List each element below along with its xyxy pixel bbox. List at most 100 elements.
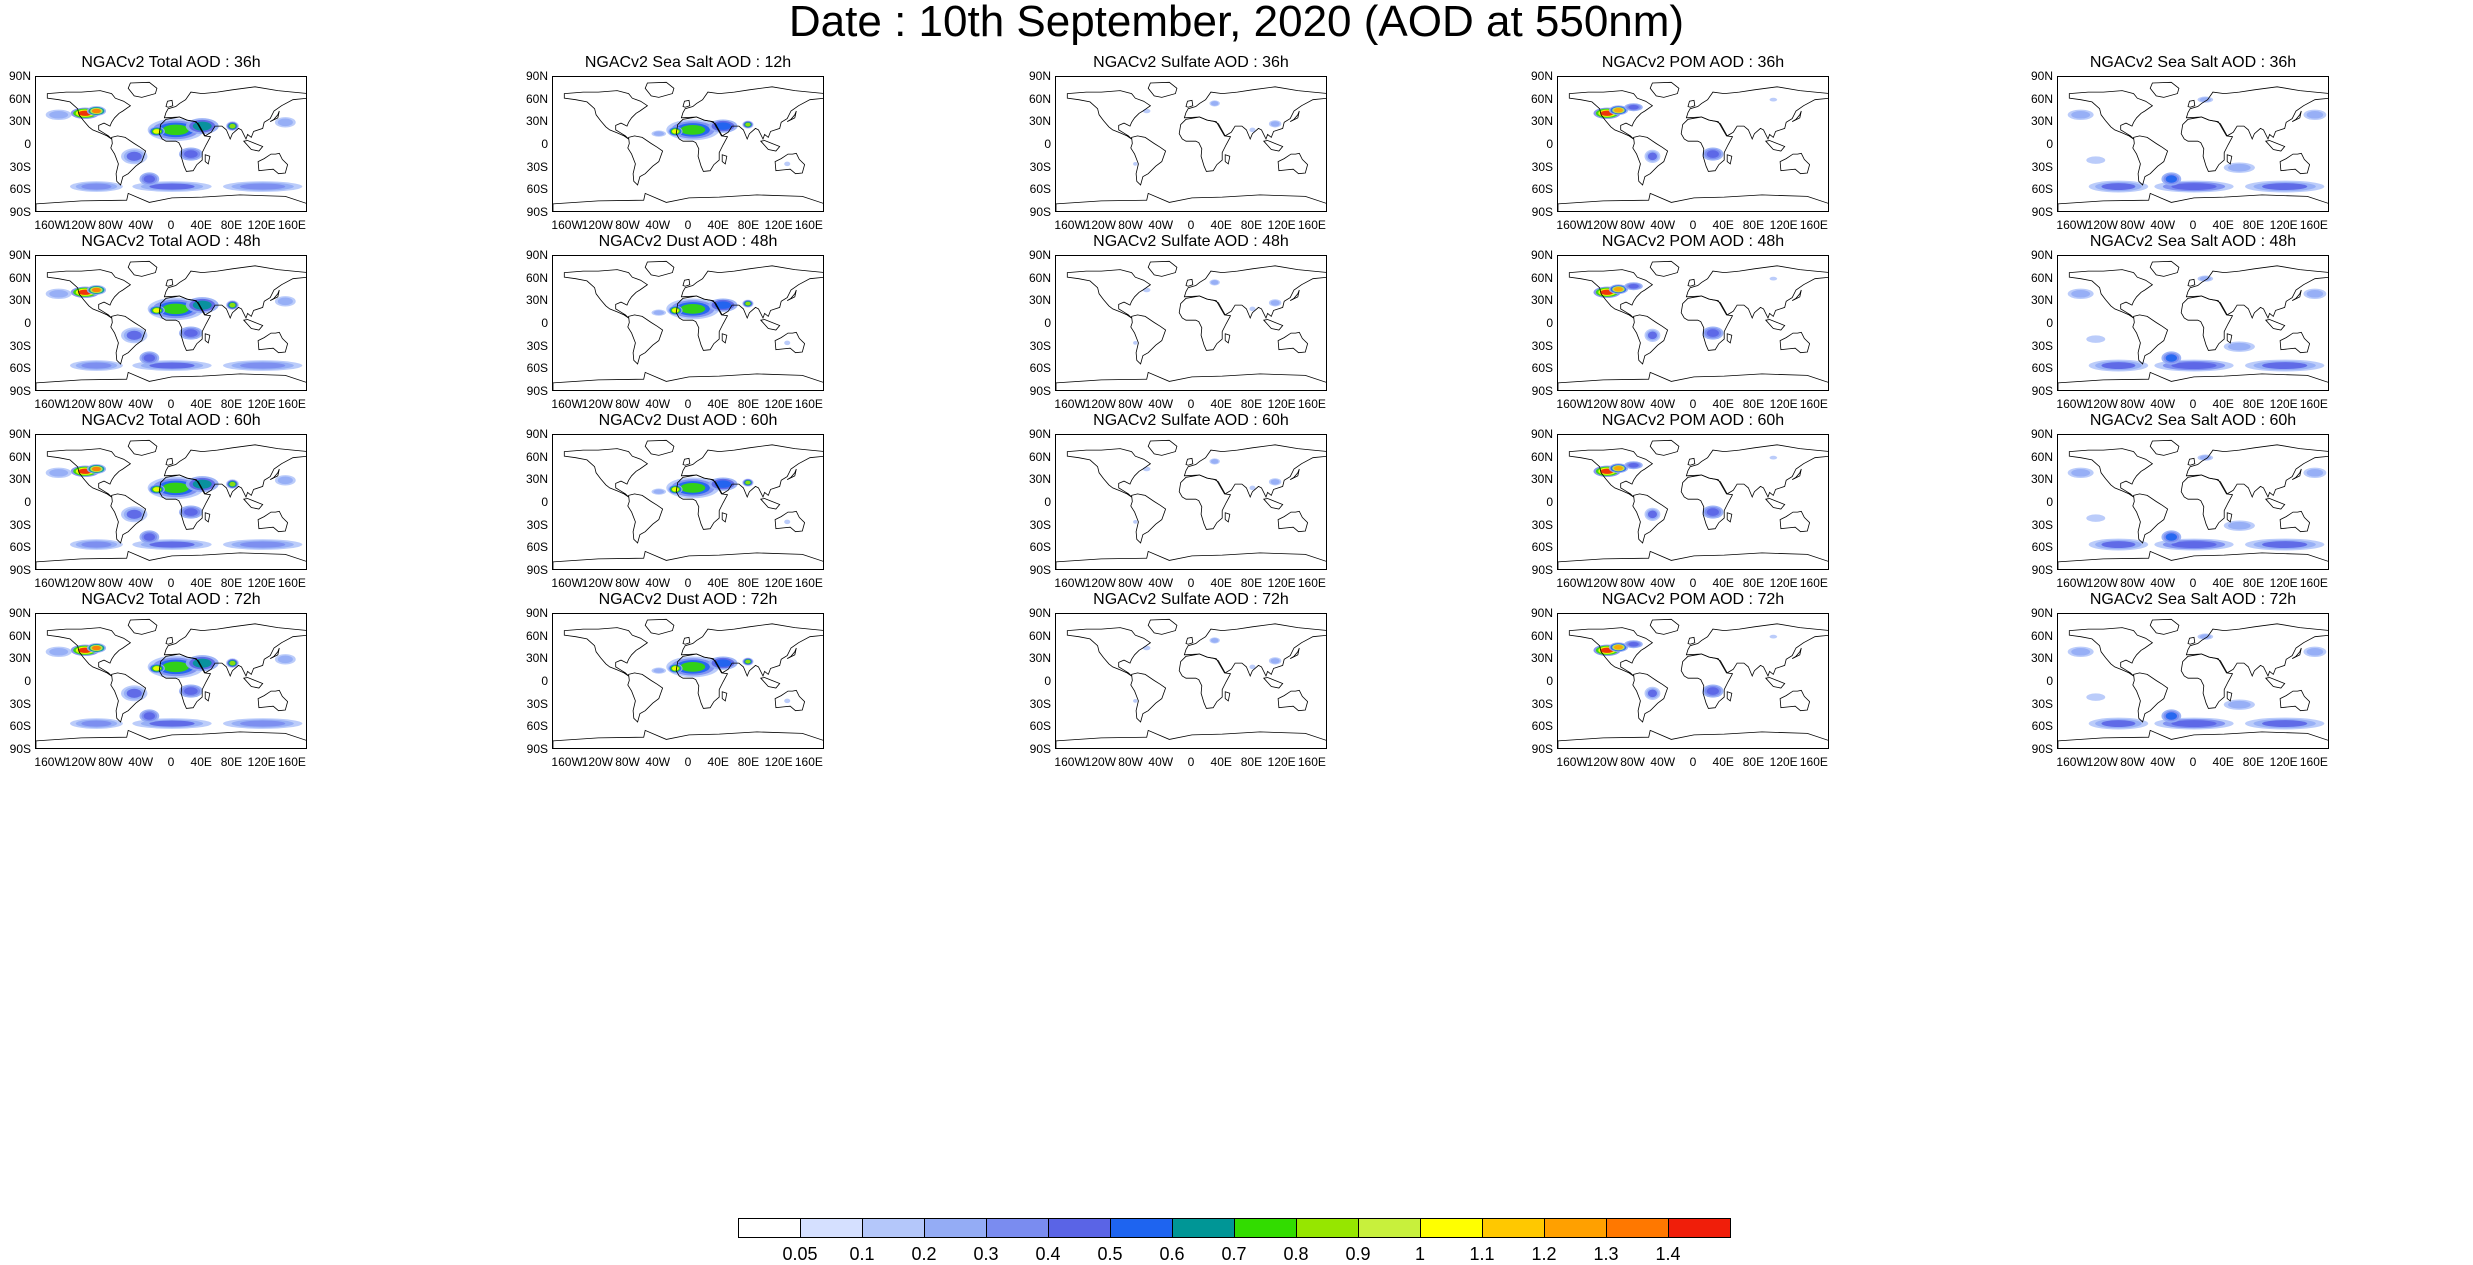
aod-plume	[1210, 638, 1219, 643]
lat-tick-label: 30S	[2031, 517, 2053, 532]
lat-tick-label: 90N	[1530, 606, 1553, 620]
lat-tick-label: 60N	[2030, 270, 2053, 285]
colorbar-swatch	[1482, 1218, 1545, 1238]
coastline	[627, 314, 664, 365]
lon-tick-label: 0	[1187, 755, 1195, 769]
coastline	[46, 448, 132, 498]
coastline	[1289, 647, 1300, 659]
lon-tick-label: 40W	[2150, 397, 2176, 411]
panel-title: NGACv2 POM AOD : 60h	[1601, 412, 1785, 429]
coastline	[1263, 677, 1284, 689]
coastline	[1183, 623, 1326, 678]
coastline	[204, 691, 211, 702]
lon-tick-label: 120W	[64, 397, 96, 411]
lon-tick-label: 40W	[1650, 576, 1676, 590]
aod-plume	[2228, 700, 2251, 709]
world-map	[35, 76, 307, 212]
panel-title: NGACv2 Dust AOD : 48h	[598, 233, 778, 250]
coastline	[165, 636, 174, 645]
coastline	[1726, 333, 1733, 344]
lat-tick-label: 90S	[526, 563, 548, 577]
colorbar-swatch	[1358, 1218, 1421, 1238]
lon-tick-label: 40E	[1712, 755, 1734, 769]
lat-tick-label: 60N	[8, 270, 31, 285]
panel-title: NGACv2 Total AOD : 48h	[81, 233, 261, 250]
world-map	[1557, 613, 1829, 749]
coastline	[1779, 510, 1811, 533]
lon-tick-label: 80W	[1118, 397, 1143, 411]
lon-tick-label: 120E	[247, 218, 276, 232]
coastline	[1147, 260, 1178, 277]
coastline	[1632, 135, 1669, 186]
lat-tick-label: 60N	[525, 91, 548, 106]
coastline	[1649, 439, 1680, 456]
coastline	[1147, 439, 1178, 456]
aod-plume	[1706, 687, 1719, 695]
aod-plume	[2101, 720, 2136, 727]
aod-plume	[1706, 508, 1719, 516]
coastline	[627, 493, 664, 544]
lon-tick-label: 80W	[1620, 576, 1645, 590]
coastline	[1056, 371, 1326, 390]
aod-plume	[1210, 280, 1219, 285]
coastline	[1685, 86, 1828, 141]
lon-tick-label: 80W	[1118, 576, 1143, 590]
lat-tick-label: 60N	[2030, 449, 2053, 464]
aod-plume	[1769, 634, 1778, 639]
lat-tick-label: 30N	[525, 293, 548, 308]
coastline	[563, 448, 649, 498]
panel-title: NGACv2 Sulfate AOD : 36h	[1093, 54, 1289, 71]
coastline	[1680, 474, 1734, 530]
coastline	[243, 677, 264, 689]
coastline	[257, 331, 289, 354]
coastline	[786, 468, 797, 480]
aod-plume	[2228, 342, 2251, 351]
aod-plume	[745, 480, 751, 485]
lon-tick-label: 160W	[2056, 397, 2088, 411]
aod-plume	[1613, 286, 1623, 292]
lon-tick-label: 160W	[34, 755, 66, 769]
coastline	[1183, 444, 1326, 499]
world-map	[2057, 76, 2329, 212]
panel-title: NGACv2 Dust AOD : 60h	[598, 412, 778, 429]
aod-plume	[2086, 156, 2106, 164]
coastline	[1649, 618, 1680, 635]
lon-tick-label: 80W	[2120, 755, 2145, 769]
lat-tick-label: 0	[541, 495, 548, 509]
lon-tick-label: 120W	[1586, 755, 1618, 769]
panel-title: NGACv2 POM AOD : 72h	[1601, 591, 1785, 608]
coastline	[2279, 331, 2311, 354]
coastline	[2180, 295, 2234, 351]
coastline	[1558, 192, 1828, 211]
lat-tick-label: 90S	[2031, 205, 2053, 219]
lon-tick-label: 40W	[1650, 218, 1676, 232]
aod-plume	[2165, 175, 2177, 183]
aod-plume	[672, 487, 679, 492]
colorbar-label: 0.3	[973, 1244, 999, 1264]
coastline	[786, 647, 797, 659]
lon-tick-label: 160W	[551, 397, 583, 411]
lon-tick-label: 80W	[1118, 755, 1143, 769]
lon-tick-label: 120E	[247, 576, 276, 590]
lat-tick-label: 0	[1546, 137, 1553, 151]
lat-tick-label: 30S	[1029, 696, 1051, 711]
coastline	[680, 265, 823, 320]
lat-tick-label: 0	[2046, 316, 2053, 330]
panel-title: NGACv2 Sea Salt AOD : 12h	[584, 54, 792, 71]
lat-tick-label: 30N	[1028, 114, 1051, 129]
coastline	[269, 289, 280, 301]
aod-plume	[680, 303, 706, 314]
aod-plume	[2228, 521, 2251, 530]
coastline	[1632, 493, 1669, 544]
aod-plume	[126, 688, 142, 698]
lon-tick-label: 120E	[1769, 397, 1798, 411]
lon-tick-label: 160W	[34, 218, 66, 232]
aod-plume	[2262, 541, 2308, 548]
lon-tick-label: 0	[684, 755, 692, 769]
lat-tick-label: 30S	[1531, 517, 1553, 532]
lat-tick-label: 60S	[1029, 540, 1051, 555]
colorbar-swatch	[862, 1218, 925, 1238]
coastline	[680, 444, 823, 499]
lon-tick-label: 40E	[1712, 218, 1734, 232]
coastline	[2149, 618, 2180, 635]
